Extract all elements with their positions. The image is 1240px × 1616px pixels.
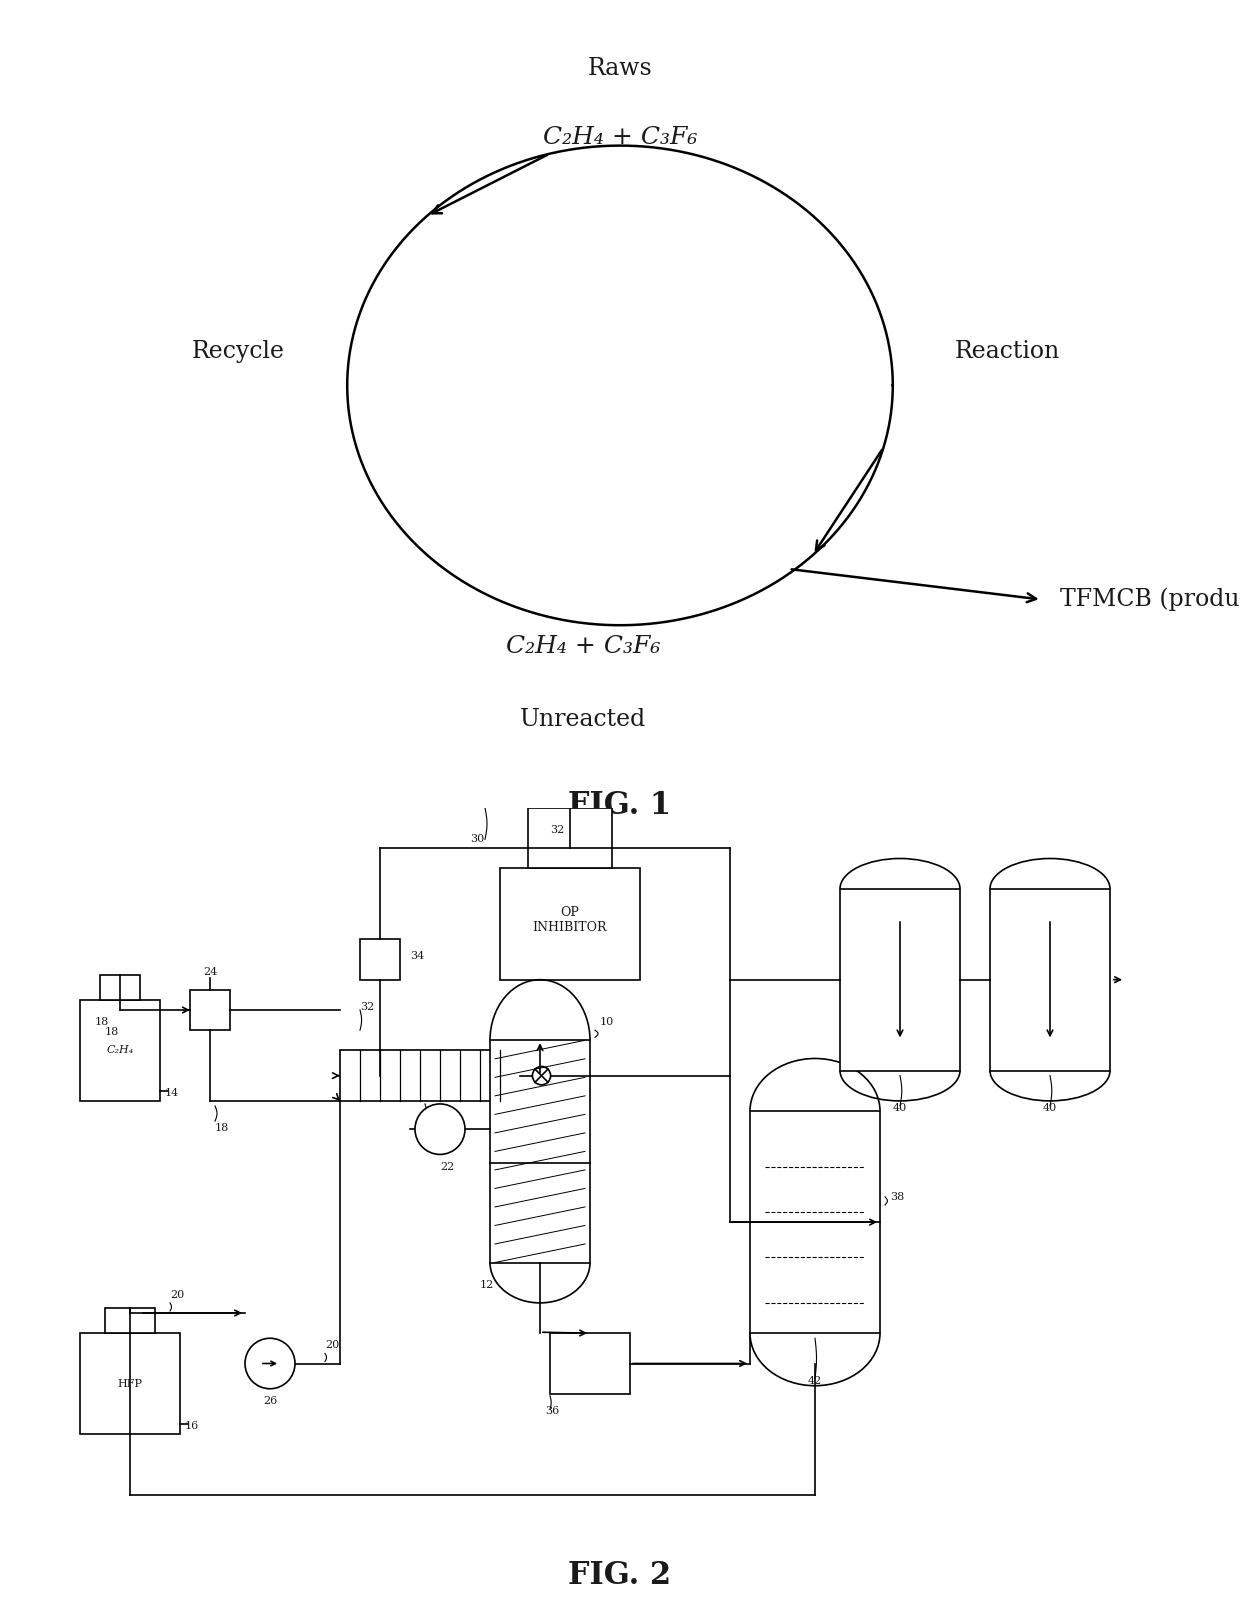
Text: 24: 24 bbox=[203, 966, 217, 976]
Circle shape bbox=[246, 1338, 295, 1388]
FancyBboxPatch shape bbox=[500, 868, 640, 979]
Text: 14: 14 bbox=[165, 1088, 180, 1097]
FancyBboxPatch shape bbox=[190, 989, 229, 1031]
FancyBboxPatch shape bbox=[105, 1307, 155, 1333]
FancyBboxPatch shape bbox=[100, 974, 140, 1000]
FancyBboxPatch shape bbox=[750, 1112, 880, 1333]
FancyBboxPatch shape bbox=[490, 1041, 590, 1262]
FancyBboxPatch shape bbox=[81, 1333, 180, 1435]
Text: Reaction: Reaction bbox=[955, 339, 1060, 362]
Circle shape bbox=[532, 1067, 551, 1084]
Text: 32: 32 bbox=[551, 826, 564, 835]
Text: 34: 34 bbox=[410, 952, 424, 962]
Text: 38: 38 bbox=[890, 1193, 904, 1202]
Text: 20: 20 bbox=[170, 1290, 185, 1299]
FancyBboxPatch shape bbox=[551, 1333, 630, 1393]
Text: 42: 42 bbox=[808, 1375, 822, 1385]
Text: 36: 36 bbox=[546, 1406, 559, 1416]
Text: 18: 18 bbox=[105, 1028, 119, 1037]
FancyBboxPatch shape bbox=[990, 889, 1110, 1070]
Text: 22: 22 bbox=[440, 1162, 454, 1172]
Text: TFMCB (product): TFMCB (product) bbox=[1060, 588, 1240, 611]
Text: 12: 12 bbox=[480, 1280, 495, 1290]
FancyBboxPatch shape bbox=[340, 1050, 520, 1100]
Text: 26: 26 bbox=[263, 1396, 277, 1406]
FancyBboxPatch shape bbox=[839, 889, 960, 1070]
Text: FIG. 2: FIG. 2 bbox=[568, 1559, 672, 1592]
Text: C₂H₄ + C₃F₆: C₂H₄ + C₃F₆ bbox=[506, 635, 660, 658]
Circle shape bbox=[415, 1104, 465, 1154]
Text: 40: 40 bbox=[893, 1104, 908, 1113]
Text: FIG. 1: FIG. 1 bbox=[568, 790, 672, 821]
Text: Recycle: Recycle bbox=[192, 339, 285, 362]
Text: C₂H₄: C₂H₄ bbox=[107, 1046, 134, 1055]
Text: Raws: Raws bbox=[588, 57, 652, 81]
Text: HFP: HFP bbox=[118, 1378, 143, 1388]
FancyBboxPatch shape bbox=[360, 939, 401, 979]
Text: 10: 10 bbox=[600, 1016, 614, 1028]
Text: 20: 20 bbox=[325, 1340, 340, 1351]
Text: 16: 16 bbox=[185, 1420, 200, 1432]
FancyBboxPatch shape bbox=[81, 1000, 160, 1100]
Text: 40: 40 bbox=[1043, 1104, 1058, 1113]
Text: 18: 18 bbox=[215, 1123, 229, 1133]
Text: 28: 28 bbox=[420, 1123, 434, 1133]
Text: 30: 30 bbox=[470, 834, 485, 844]
Text: Unreacted: Unreacted bbox=[520, 708, 646, 730]
Text: 32: 32 bbox=[360, 1002, 374, 1012]
FancyBboxPatch shape bbox=[528, 808, 613, 868]
Text: C₂H₄ + C₃F₆: C₂H₄ + C₃F₆ bbox=[543, 126, 697, 149]
Text: 18: 18 bbox=[95, 1016, 109, 1028]
Text: OP
INHIBITOR: OP INHIBITOR bbox=[533, 905, 608, 934]
